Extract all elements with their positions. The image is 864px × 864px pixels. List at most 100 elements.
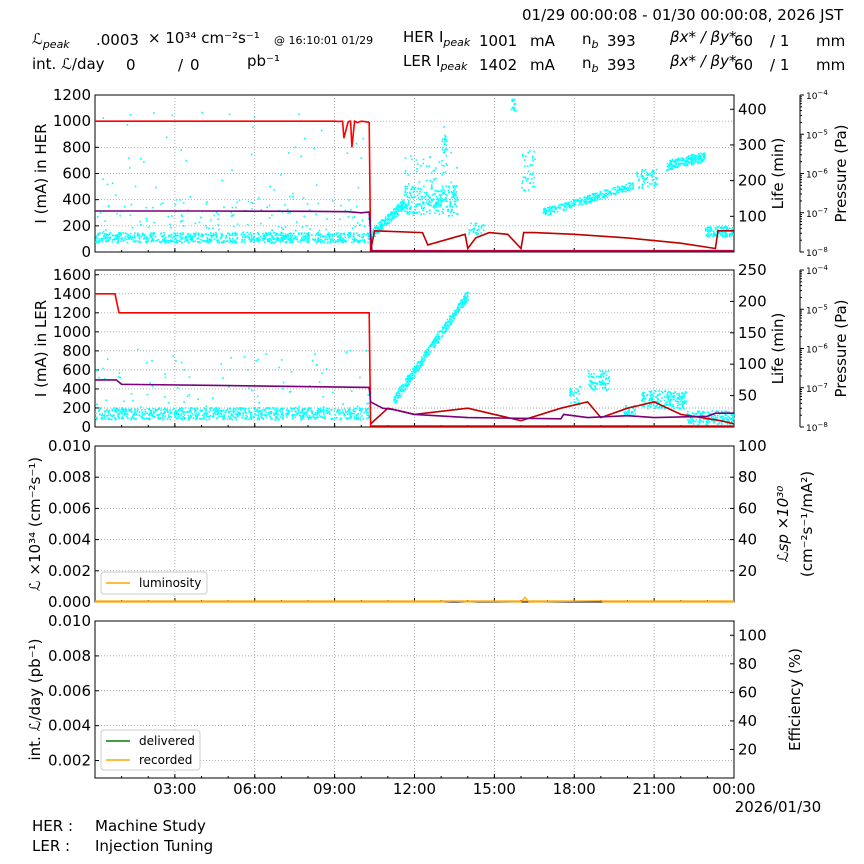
pressure-point (422, 162, 424, 165)
pressure-point (196, 237, 198, 240)
pressure-point (293, 408, 296, 410)
pressure-point (229, 410, 232, 413)
pressure-point (524, 189, 527, 192)
pressure-point (114, 418, 117, 421)
pressure-point (430, 204, 432, 207)
pressure-point (651, 183, 654, 185)
pressure-point (221, 410, 223, 413)
pressure-point (396, 205, 399, 208)
pressure-point (334, 417, 336, 420)
pressure-point (622, 185, 624, 188)
pressure-point (412, 196, 414, 199)
pressure-point (596, 199, 598, 202)
pressure-point (342, 239, 345, 242)
pressure-point (681, 162, 684, 165)
y-right-tick-label: 100 (738, 355, 767, 373)
pressure-point (669, 391, 671, 394)
pressure-point (533, 186, 536, 188)
pressure-point (102, 414, 105, 417)
pressure-point (346, 413, 349, 416)
pressure-point (458, 304, 460, 306)
pressure-point (688, 414, 690, 416)
pressure-point (367, 411, 370, 414)
pressure-point (109, 414, 112, 416)
pressure-point (441, 159, 443, 162)
pressure-point (264, 414, 267, 417)
pressure-point (186, 239, 189, 241)
pressure-point (698, 153, 700, 155)
pressure-point (658, 390, 660, 392)
pressure-point (314, 353, 316, 355)
pressure-point (304, 412, 306, 414)
pressure-point (427, 346, 430, 349)
pressure-point (238, 413, 241, 416)
pressure-point (247, 200, 250, 203)
pressure-point (299, 414, 301, 417)
pressure-point (480, 232, 482, 234)
pressure-point (402, 389, 405, 391)
pressure-point (598, 376, 600, 378)
pressure-point (126, 238, 128, 241)
pressure-point (269, 237, 272, 240)
pressure-point (665, 403, 668, 406)
pressure-point (286, 416, 288, 418)
pressure-point (670, 166, 673, 169)
pressure-point (560, 204, 562, 206)
pressure-point (287, 212, 289, 215)
pressure-point (220, 409, 223, 412)
pressure-point (335, 232, 338, 235)
pressure-point (592, 376, 594, 378)
pressure-point (110, 418, 113, 421)
pressure-point (128, 234, 130, 237)
pressure-point (350, 412, 353, 414)
pressure-point (552, 205, 555, 208)
pressure-points (95, 291, 735, 426)
pressure-point (128, 408, 131, 411)
pressure-point (317, 202, 320, 205)
pressure-point (343, 412, 345, 415)
pressure-point (418, 362, 421, 364)
pressure-point (262, 232, 264, 235)
pressure-point (685, 402, 688, 405)
pressure-point (203, 240, 205, 242)
pressure-point (359, 407, 362, 410)
pressure-point (406, 385, 408, 388)
pressure-point (323, 416, 326, 418)
pressure-point (276, 417, 278, 419)
pressure-point (399, 388, 402, 391)
pressure-point (216, 235, 218, 238)
pressure-point (106, 240, 108, 242)
pressure-point (618, 186, 621, 188)
pressure-point (593, 372, 595, 375)
pressure-point (257, 232, 260, 235)
pressure-point (311, 234, 313, 236)
pressure-point (425, 193, 428, 196)
pressure-point (732, 418, 735, 421)
pressure-point (315, 233, 318, 235)
pressure-point (580, 201, 583, 203)
pressure-point (273, 237, 276, 240)
pressure-point (357, 417, 360, 420)
pressure-point (102, 230, 105, 233)
pressure-point (354, 238, 357, 241)
pressure-point (328, 237, 331, 240)
pressure-point (425, 355, 428, 358)
pressure-point (136, 240, 139, 242)
pressure-point (255, 410, 258, 412)
pressure-point (164, 410, 166, 413)
pressure-point (201, 235, 204, 238)
lpeak-time: @ 16:10:01 01/29 (274, 34, 374, 47)
pressure-point (196, 414, 199, 417)
pressure-point (680, 157, 683, 159)
pressure-point (424, 359, 426, 361)
pressure-point (716, 230, 718, 233)
pressure-point (408, 379, 411, 382)
pressure-point (107, 234, 109, 237)
pressure-point (301, 412, 304, 414)
pressure-point (190, 416, 192, 419)
pressure-point (183, 401, 185, 403)
pressure-point (668, 402, 671, 405)
pressure-point (462, 301, 464, 304)
pressure-point (231, 206, 234, 209)
